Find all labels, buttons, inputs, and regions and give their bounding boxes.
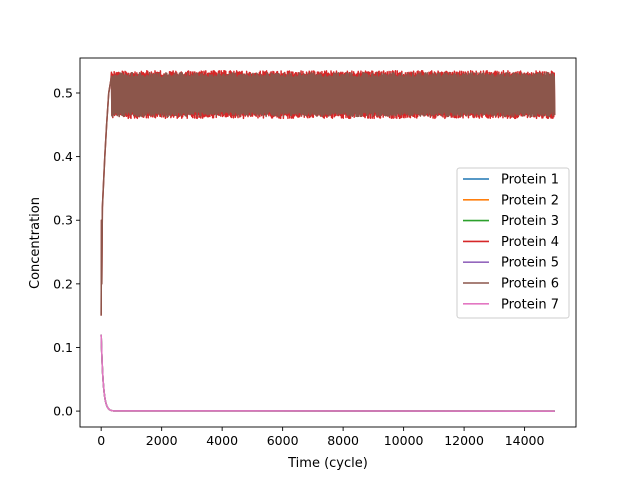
y-tick-label: 0.4	[53, 149, 73, 164]
legend-label: Protein 2	[501, 193, 559, 208]
x-tick-label: 14000	[505, 433, 545, 448]
series-line-protein-6	[100, 71, 556, 316]
legend-label: Protein 5	[501, 256, 559, 271]
series-line-protein-7	[100, 334, 555, 412]
y-tick-label: 0.2	[53, 276, 73, 291]
x-tick-label: 0	[97, 433, 105, 448]
x-axis: 0 2000 4000 6000 8000 10000 12000 14000	[97, 427, 545, 448]
y-tick-label: 0.5	[53, 85, 73, 100]
x-tick-label: 10000	[384, 433, 424, 448]
legend-label: Protein 1	[501, 173, 559, 188]
legend-label: Protein 4	[501, 235, 559, 250]
legend-label: Protein 6	[501, 277, 559, 292]
x-tick-label: 4000	[206, 433, 238, 448]
x-tick-label: 2000	[146, 433, 178, 448]
legend-box	[456, 167, 570, 319]
x-tick-label: 6000	[267, 433, 299, 448]
y-tick-label: 0.0	[53, 404, 73, 419]
x-tick-label: 12000	[444, 433, 484, 448]
series-layer	[100, 69, 556, 412]
x-axis-label: Time (cycle)	[287, 456, 368, 471]
axes-frame	[79, 57, 577, 428]
legend-label: Protein 3	[501, 214, 559, 229]
y-axis-label: Concentration	[28, 197, 43, 289]
y-tick-label: 0.1	[53, 340, 73, 355]
y-tick-label: 0.3	[53, 213, 73, 228]
legend: Protein 1 Protein 2 Protein 3 Protein 4 Prot…	[456, 167, 570, 319]
x-tick-label: 8000	[327, 433, 359, 448]
y-axis: 0.0 0.1 0.2 0.3 0.4 0.5	[53, 85, 80, 419]
legend-label: Protein 7	[501, 297, 559, 312]
